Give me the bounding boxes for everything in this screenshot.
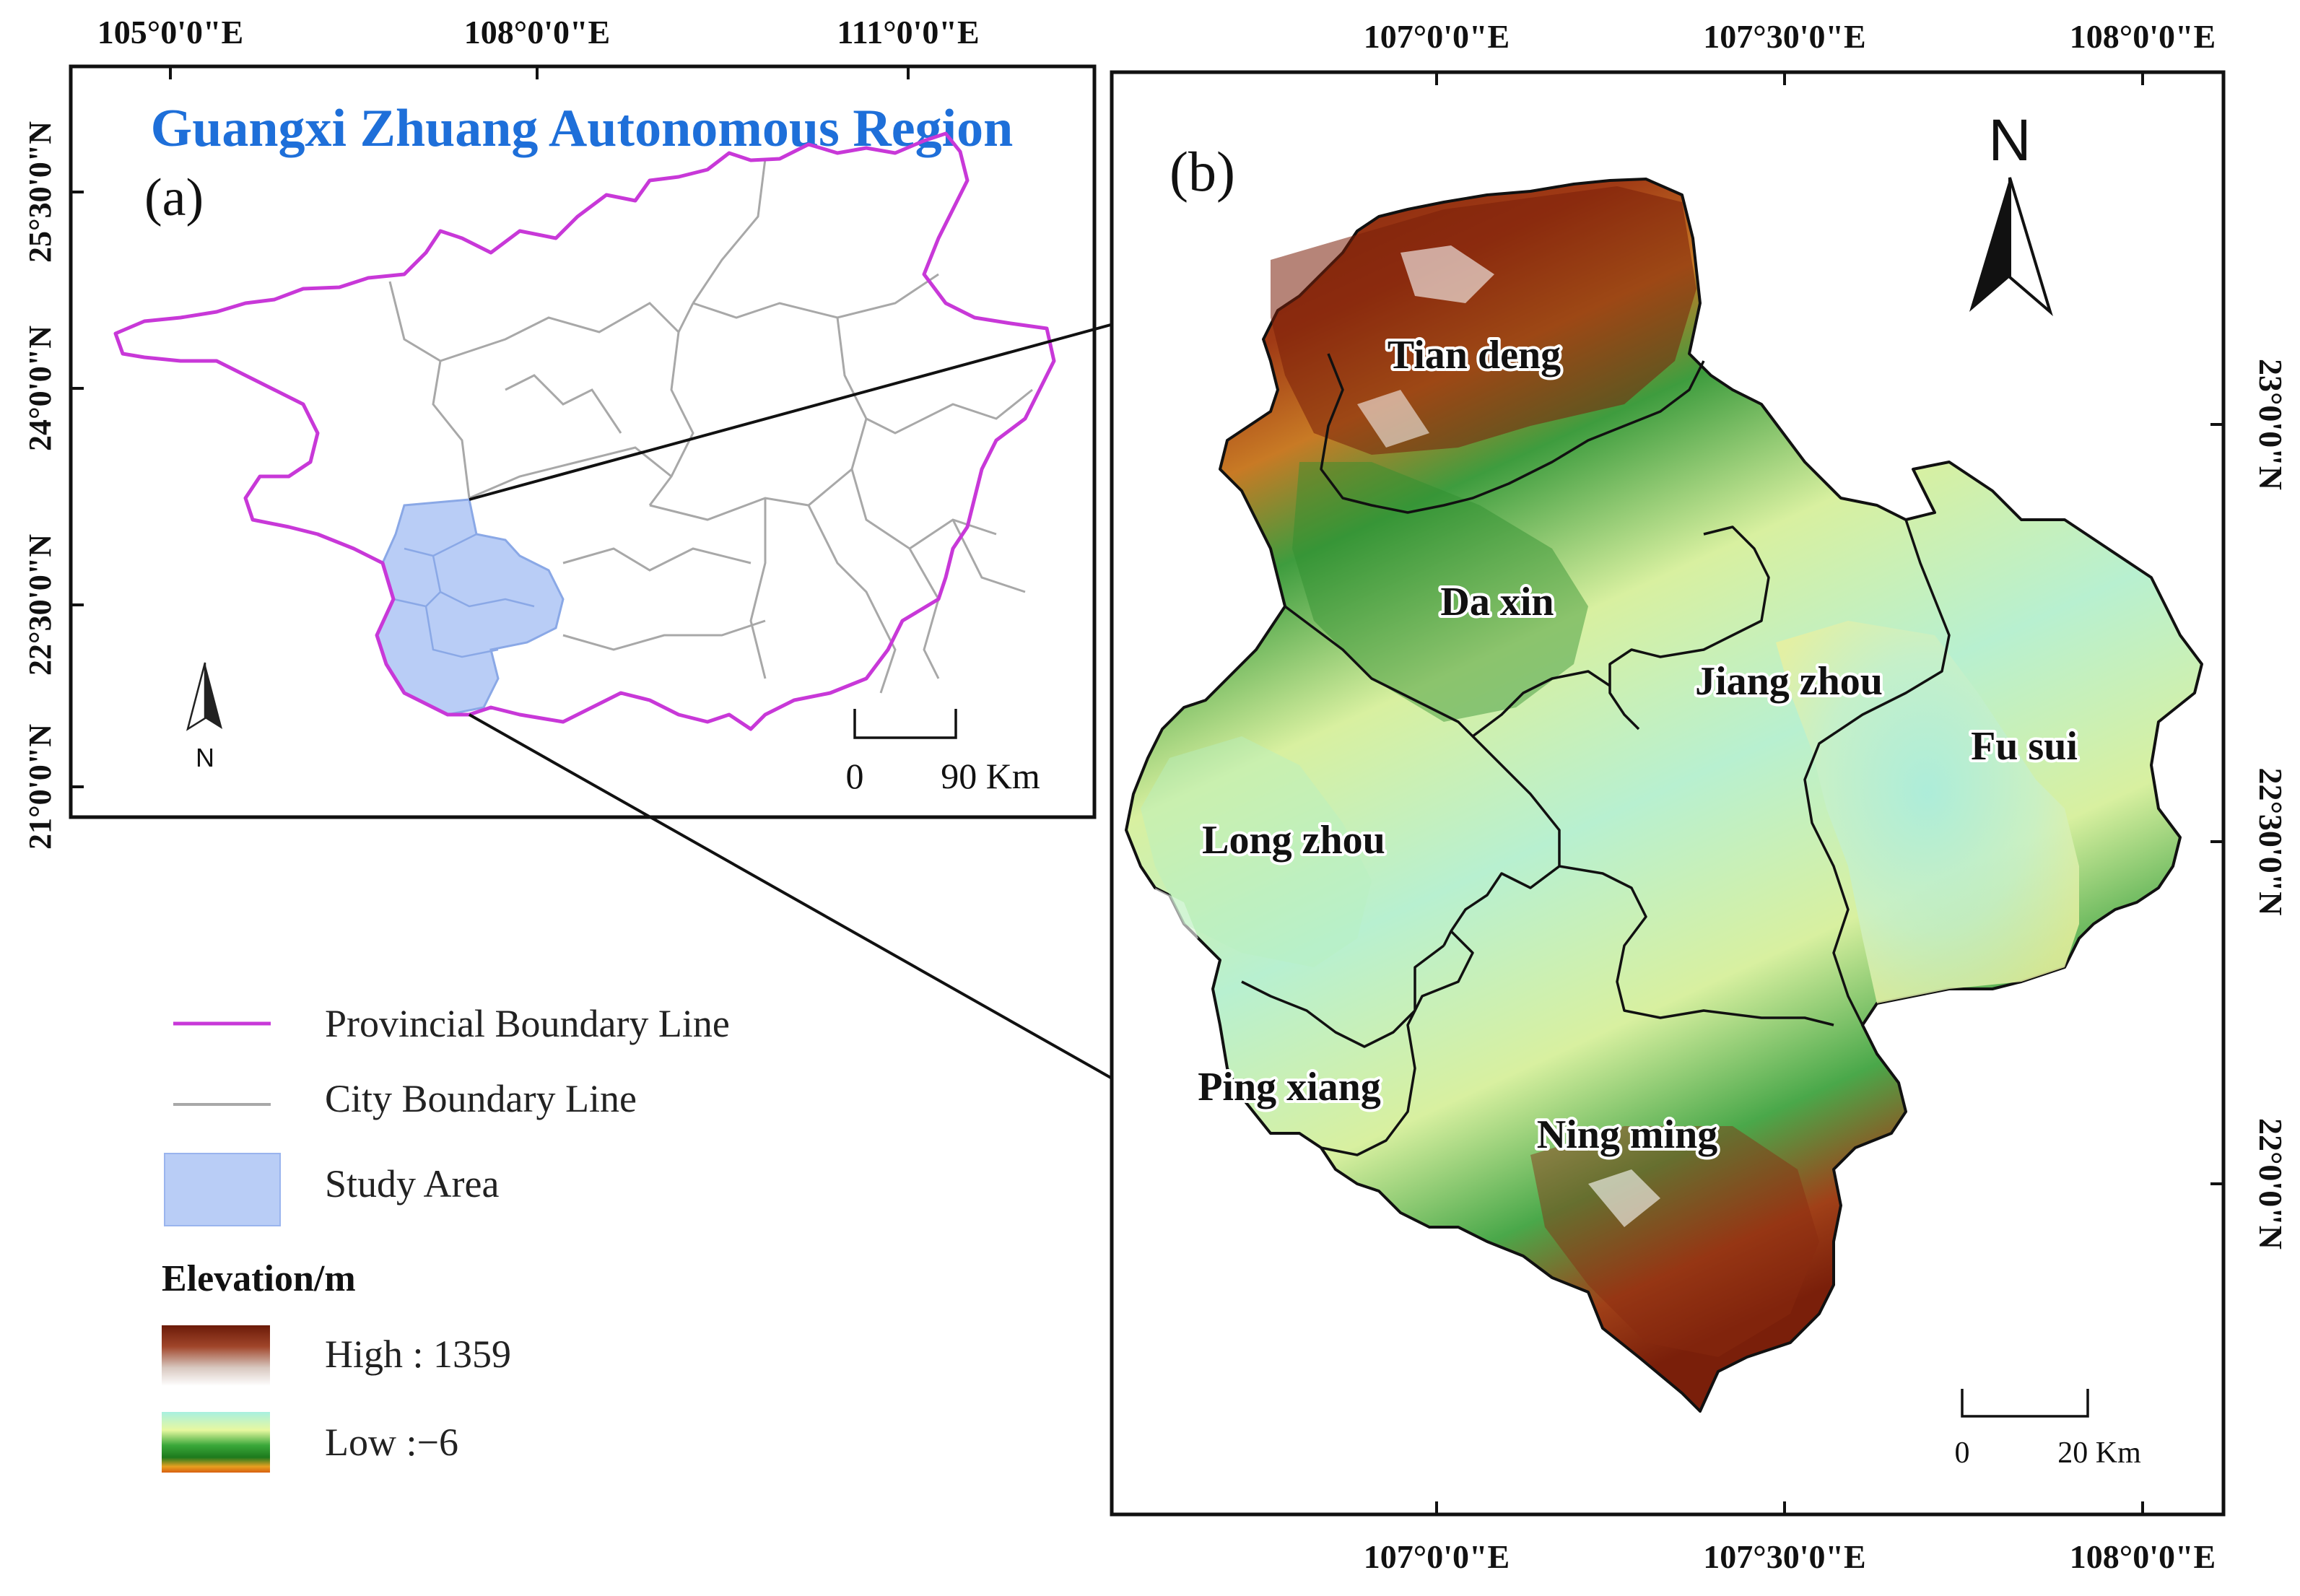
- district-label-tian-deng: Tian deng: [1388, 333, 1561, 378]
- district-boundaries: [1241, 353, 1951, 1156]
- panel-a-tag: (a): [144, 168, 204, 227]
- lat-label-b: 22°0'0"N: [2252, 1118, 2289, 1250]
- legend-label-city: City Boundary Line: [325, 1077, 637, 1120]
- district-label-ping-xiang: Ping xiang: [1198, 1065, 1381, 1109]
- scale-value-a: 90 Km: [941, 756, 1040, 796]
- lon-label-b-top: 107°0'0"E: [1364, 18, 1510, 55]
- scale-zero-a: 0: [846, 756, 864, 796]
- lon-label-b-top: 107°30'0"E: [1703, 18, 1865, 55]
- city-boundaries: [388, 158, 1033, 694]
- scale-zero-b: 0: [1955, 1436, 1970, 1470]
- lon-label-b-top: 108°0'0"E: [2070, 18, 2216, 55]
- district-label-da-xin: Da xin: [1440, 580, 1554, 624]
- lat-label-a: 21°0'0"N: [22, 724, 58, 850]
- lon-label-a: 108°0'0"E: [464, 14, 610, 51]
- scale-bar-b: 0 20 Km: [1955, 1389, 2141, 1470]
- lat-label-a: 22°30'0"N: [22, 534, 58, 676]
- lon-label-a: 111°0'0"E: [837, 14, 979, 51]
- dem-study-area: [1125, 178, 2203, 1413]
- legend-label-study: Study Area: [325, 1162, 500, 1205]
- lon-label-b-bottom: 107°30'0"E: [1703, 1538, 1865, 1575]
- lat-label-a: 25°30'0"N: [22, 121, 58, 263]
- district-label-fu-sui: Fu sui: [1971, 724, 2078, 769]
- scale-value-b: 20 Km: [2057, 1436, 2141, 1470]
- lat-label-b: 22°30'0"N: [2252, 768, 2289, 916]
- legend: Provincial Boundary Line City Boundary L…: [162, 1002, 730, 1473]
- panel-b: 107°0'0"E 107°30'0"E 108°0'0"E 107°0'0"E…: [1110, 18, 2289, 1575]
- district-label-ning-ming: Ning ming: [1537, 1112, 1718, 1157]
- lon-label-b-bottom: 107°0'0"E: [1364, 1538, 1510, 1575]
- lat-label-b: 23°0'0"N: [2252, 359, 2289, 490]
- district-label-jiang-zhou: Jiang zhou: [1695, 659, 1883, 704]
- legend-low-swatch: [162, 1412, 270, 1473]
- legend-high-swatch: [162, 1325, 270, 1386]
- north-label-a: N: [196, 743, 214, 772]
- panel-a: 105°0'0"E 108°0'0"E 111°0'0"E 25°30'0"N …: [22, 14, 1097, 850]
- scale-bar-a: 0 90 Km: [846, 709, 1040, 796]
- panel-a-frame: [69, 64, 1097, 819]
- elevation-title: Elevation/m: [162, 1258, 356, 1299]
- provincial-boundary: [113, 131, 1056, 731]
- panel-b-tag: (b): [1169, 140, 1235, 203]
- north-arrow-b: N: [1969, 108, 2053, 316]
- legend-study-swatch: [164, 1153, 281, 1226]
- north-label-b: N: [1988, 108, 2031, 173]
- north-arrow-a: N: [186, 662, 222, 772]
- legend-label-province: Provincial Boundary Line: [325, 1002, 730, 1045]
- lon-label-b-bottom: 108°0'0"E: [2070, 1538, 2216, 1575]
- district-label-long-zhou: Long zhou: [1202, 818, 1385, 863]
- legend-high-label: High : 1359: [325, 1333, 511, 1376]
- legend-low-label: Low :−6: [325, 1421, 458, 1464]
- lon-label-a: 105°0'0"E: [97, 14, 243, 51]
- lat-label-a: 24°0'0"N: [22, 326, 58, 451]
